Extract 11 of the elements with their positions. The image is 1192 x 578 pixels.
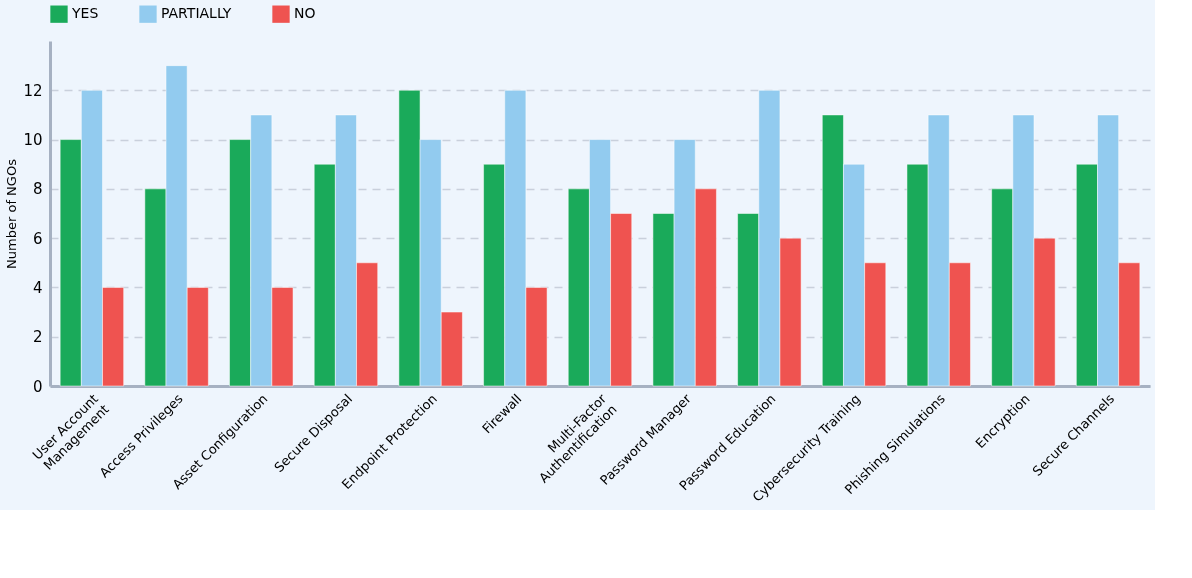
legend-label: NO: [294, 5, 316, 22]
y-tick-label: 12: [23, 81, 43, 100]
y-tick-label: 6: [32, 229, 43, 248]
y-tick-label: 8: [32, 180, 43, 199]
y-tick-label: 10: [23, 131, 43, 150]
legend-label: PARTIALLY: [161, 5, 232, 22]
y-tick-label: 0: [32, 377, 43, 396]
legend-label: YES: [71, 5, 99, 22]
y-axis-title: Number of NGOs: [4, 158, 20, 269]
y-tick-label: 4: [32, 278, 43, 297]
y-tick-label: 2: [32, 328, 43, 347]
